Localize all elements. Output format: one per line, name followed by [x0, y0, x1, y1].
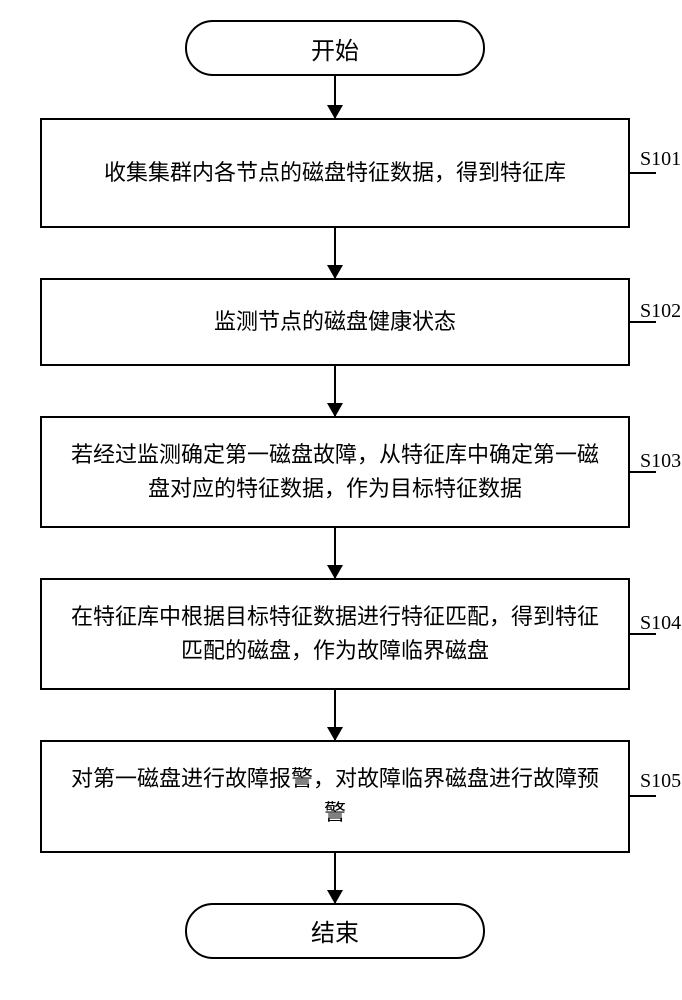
step-label-1: S101 — [640, 148, 681, 171]
process-step-5: 对第一磁盘进行故障报警，对故障临界磁盘进行故障预警 — [40, 740, 630, 852]
process-step-4: 在特征库中根据目标特征数据进行特征匹配，得到特征匹配的磁盘，作为故障临界磁盘 — [40, 578, 630, 690]
arrow — [334, 76, 337, 118]
step-label-5: S105 — [640, 770, 681, 793]
flowchart-container: 开始 收集集群内各节点的磁盘特征数据，得到特征库 监测节点的磁盘健康状态 若经过… — [40, 20, 630, 959]
step-id: S104 — [640, 612, 681, 634]
start-label: 开始 — [311, 31, 359, 66]
process-text: 收集集群内各节点的磁盘特征数据，得到特征库 — [104, 156, 566, 190]
step-id: S101 — [640, 148, 681, 170]
arrow — [334, 853, 337, 903]
process-step-3: 若经过监测确定第一磁盘故障，从特征库中确定第一磁盘对应的特征数据，作为目标特征数… — [40, 416, 630, 528]
step-label-4: S104 — [640, 612, 681, 635]
process-text: 监测节点的磁盘健康状态 — [214, 305, 456, 339]
arrow — [334, 366, 337, 416]
arrow — [334, 228, 337, 278]
process-text: 对第一磁盘进行故障报警，对故障临界磁盘进行故障预警 — [66, 762, 604, 830]
step-label-3: S103 — [640, 450, 681, 473]
step-id: S102 — [640, 300, 681, 322]
label-connector — [628, 172, 656, 174]
process-text: 若经过监测确定第一磁盘故障，从特征库中确定第一磁盘对应的特征数据，作为目标特征数… — [66, 438, 604, 506]
process-text: 在特征库中根据目标特征数据进行特征匹配，得到特征匹配的磁盘，作为故障临界磁盘 — [66, 600, 604, 668]
end-label: 结束 — [311, 913, 359, 948]
label-connector — [628, 795, 656, 797]
start-terminator: 开始 — [185, 20, 485, 76]
step-label-2: S102 — [640, 300, 681, 323]
process-step-1: 收集集群内各节点的磁盘特征数据，得到特征库 — [40, 118, 630, 228]
arrow — [334, 528, 337, 578]
process-step-2: 监测节点的磁盘健康状态 — [40, 278, 630, 366]
step-id: S103 — [640, 450, 681, 472]
end-terminator: 结束 — [185, 903, 485, 959]
arrow — [334, 690, 337, 740]
step-id: S105 — [640, 770, 681, 792]
